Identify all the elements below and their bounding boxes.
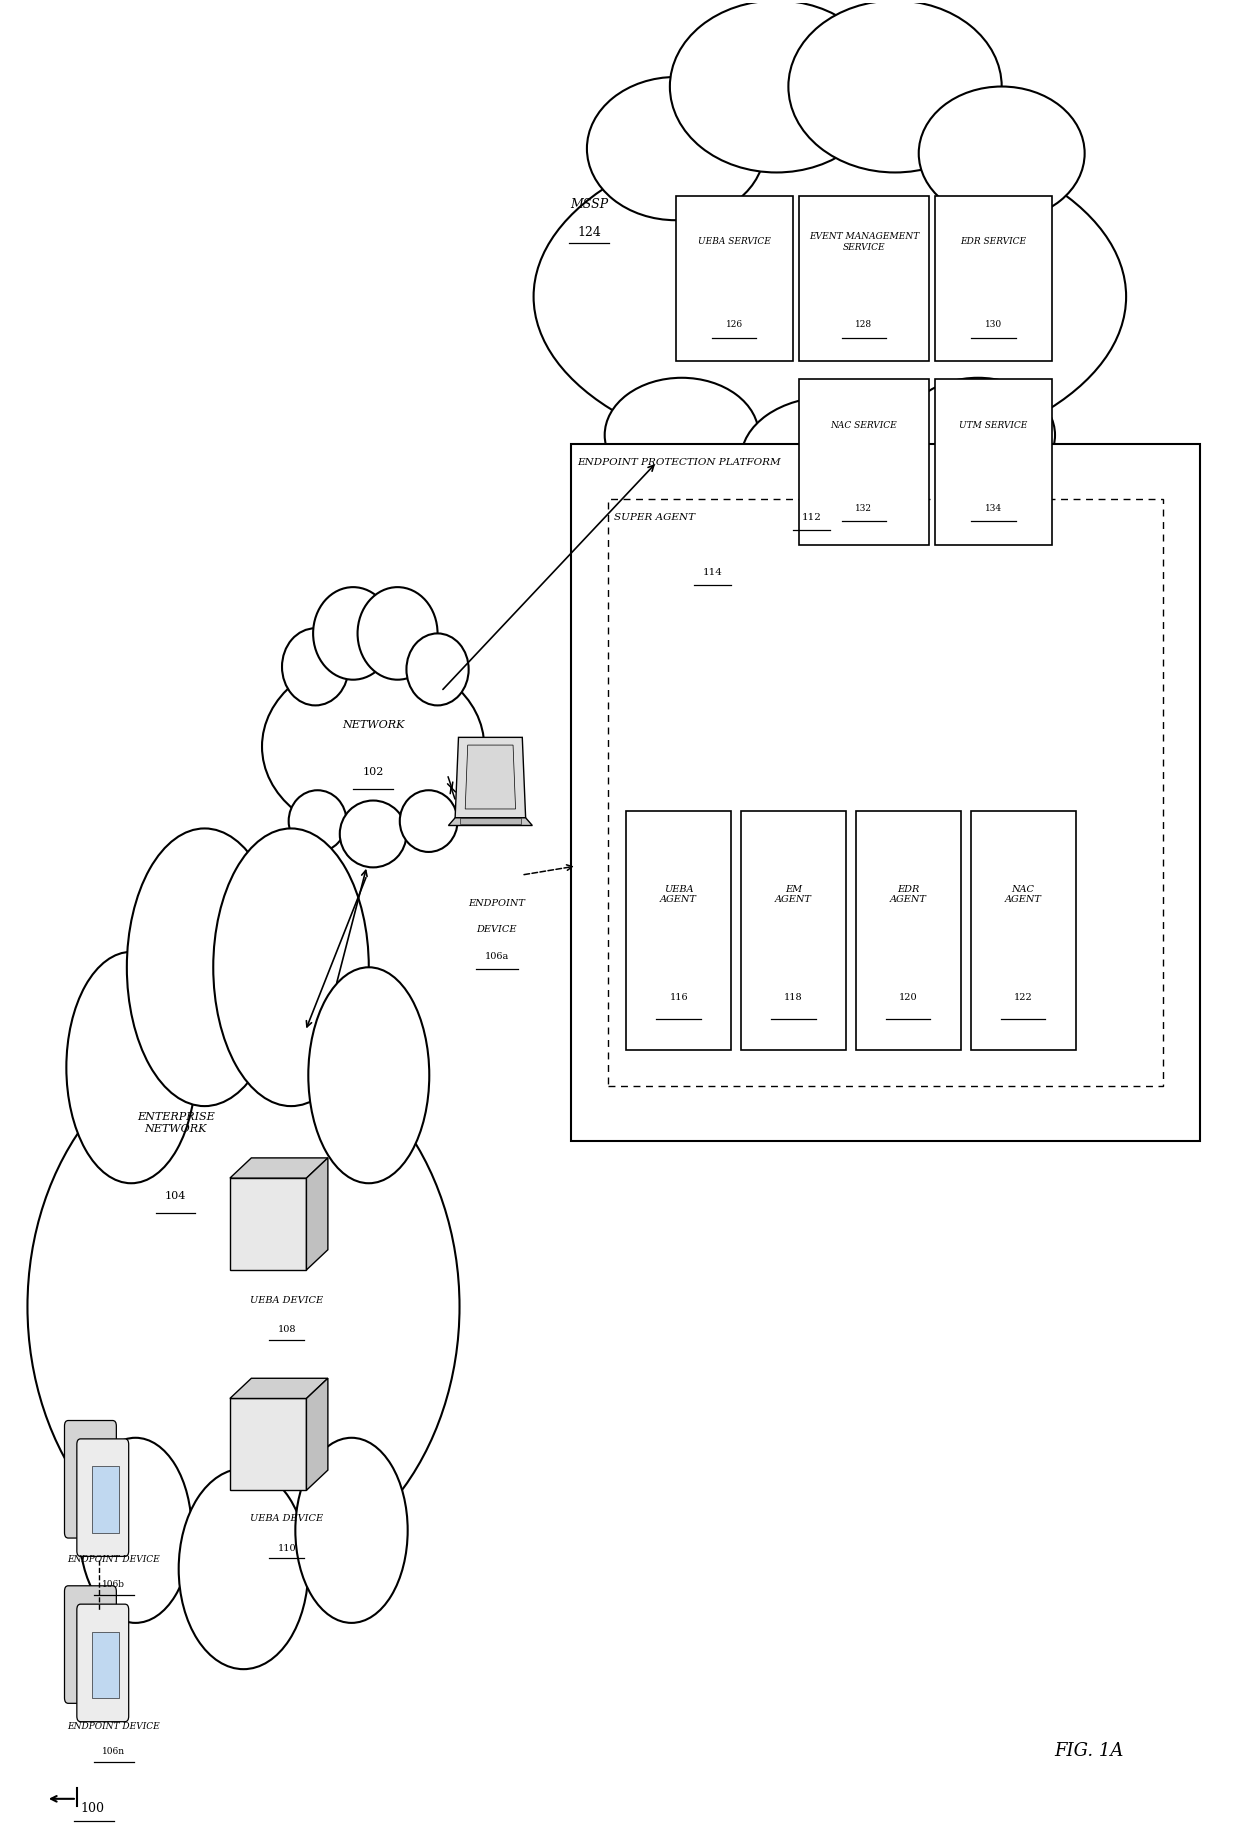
Ellipse shape	[340, 801, 407, 868]
Text: MSSP: MSSP	[570, 199, 608, 212]
Ellipse shape	[27, 1037, 460, 1577]
Text: 126: 126	[725, 321, 743, 330]
Text: 106a: 106a	[485, 952, 508, 962]
Ellipse shape	[742, 396, 919, 521]
Ellipse shape	[289, 790, 346, 853]
Ellipse shape	[262, 656, 484, 836]
FancyBboxPatch shape	[77, 1439, 129, 1556]
Text: ENTERPRISE
NETWORK: ENTERPRISE NETWORK	[136, 1113, 215, 1135]
Polygon shape	[229, 1159, 327, 1179]
Text: ENDPOINT DEVICE: ENDPOINT DEVICE	[67, 1722, 160, 1731]
Text: ENDPOINT DEVICE: ENDPOINT DEVICE	[67, 1555, 160, 1564]
Bar	[570, 444, 1200, 1142]
Text: EDR SERVICE: EDR SERVICE	[960, 238, 1027, 247]
Text: 110: 110	[278, 1544, 296, 1553]
Bar	[676, 195, 792, 361]
Text: 118: 118	[784, 993, 802, 1002]
Text: 106n: 106n	[103, 1748, 125, 1757]
Polygon shape	[465, 744, 516, 809]
Polygon shape	[449, 818, 532, 825]
Text: SUPER AGENT: SUPER AGENT	[614, 514, 694, 523]
Ellipse shape	[213, 829, 368, 1105]
Text: NETWORK: NETWORK	[342, 720, 404, 729]
Text: DEVICE: DEVICE	[476, 925, 517, 934]
Text: EM
AGENT: EM AGENT	[775, 884, 812, 904]
Text: EDR
AGENT: EDR AGENT	[890, 884, 926, 904]
Text: 100: 100	[81, 1801, 104, 1814]
Text: FIG. 1A: FIG. 1A	[1054, 1743, 1123, 1761]
Bar	[971, 810, 1075, 1050]
Polygon shape	[455, 737, 526, 818]
Bar	[92, 1632, 119, 1698]
Polygon shape	[306, 1378, 327, 1490]
Ellipse shape	[179, 1468, 309, 1669]
Ellipse shape	[670, 0, 883, 173]
Text: 114: 114	[703, 569, 723, 577]
Ellipse shape	[901, 378, 1055, 492]
Polygon shape	[306, 1159, 327, 1269]
Bar	[935, 195, 1052, 361]
Ellipse shape	[357, 588, 438, 680]
Text: 116: 116	[670, 993, 688, 1002]
Ellipse shape	[309, 967, 429, 1183]
Text: 106b: 106b	[103, 1580, 125, 1590]
Text: 108: 108	[278, 1324, 296, 1334]
Text: 128: 128	[856, 321, 873, 330]
Text: 120: 120	[899, 993, 918, 1002]
Text: UEBA SERVICE: UEBA SERVICE	[698, 238, 770, 247]
Polygon shape	[229, 1378, 327, 1398]
FancyBboxPatch shape	[64, 1586, 117, 1704]
Text: 124: 124	[577, 227, 601, 239]
Bar	[742, 810, 846, 1050]
FancyBboxPatch shape	[64, 1420, 117, 1538]
Bar	[799, 379, 929, 545]
Text: ENDPOINT PROTECTION PLATFORM: ENDPOINT PROTECTION PLATFORM	[577, 459, 780, 468]
Text: UEBA DEVICE: UEBA DEVICE	[250, 1514, 324, 1523]
Ellipse shape	[295, 1439, 408, 1623]
Bar	[799, 195, 929, 361]
Ellipse shape	[399, 790, 458, 853]
Text: EVENT MANAGEMENT
SERVICE: EVENT MANAGEMENT SERVICE	[808, 232, 919, 252]
Bar	[229, 1179, 306, 1269]
Ellipse shape	[79, 1439, 192, 1623]
Ellipse shape	[789, 0, 1002, 173]
Text: UTM SERVICE: UTM SERVICE	[960, 422, 1028, 429]
Text: UEBA
AGENT: UEBA AGENT	[660, 884, 697, 904]
Bar	[92, 1466, 119, 1533]
Ellipse shape	[919, 87, 1085, 221]
Ellipse shape	[67, 952, 196, 1183]
FancyBboxPatch shape	[77, 1604, 129, 1722]
Bar	[626, 810, 732, 1050]
Ellipse shape	[281, 628, 348, 705]
Text: UEBA DEVICE: UEBA DEVICE	[250, 1295, 324, 1304]
Text: NAC
AGENT: NAC AGENT	[1004, 884, 1042, 904]
Bar	[856, 810, 961, 1050]
Ellipse shape	[605, 378, 759, 492]
Bar	[460, 818, 521, 825]
Text: 104: 104	[165, 1192, 186, 1201]
Text: 102: 102	[362, 768, 384, 777]
Ellipse shape	[533, 129, 1126, 464]
Ellipse shape	[407, 634, 469, 705]
Text: 134: 134	[985, 503, 1002, 512]
Ellipse shape	[314, 588, 393, 680]
Text: ENDPOINT: ENDPOINT	[469, 899, 525, 908]
Text: 132: 132	[856, 503, 872, 512]
Bar	[608, 499, 1163, 1087]
Ellipse shape	[126, 829, 283, 1105]
Bar	[229, 1398, 306, 1490]
Ellipse shape	[587, 77, 765, 221]
Bar	[935, 379, 1052, 545]
Text: NAC SERVICE: NAC SERVICE	[831, 422, 898, 429]
Text: 112: 112	[801, 514, 821, 523]
Text: 130: 130	[985, 321, 1002, 330]
Text: 122: 122	[1013, 993, 1033, 1002]
